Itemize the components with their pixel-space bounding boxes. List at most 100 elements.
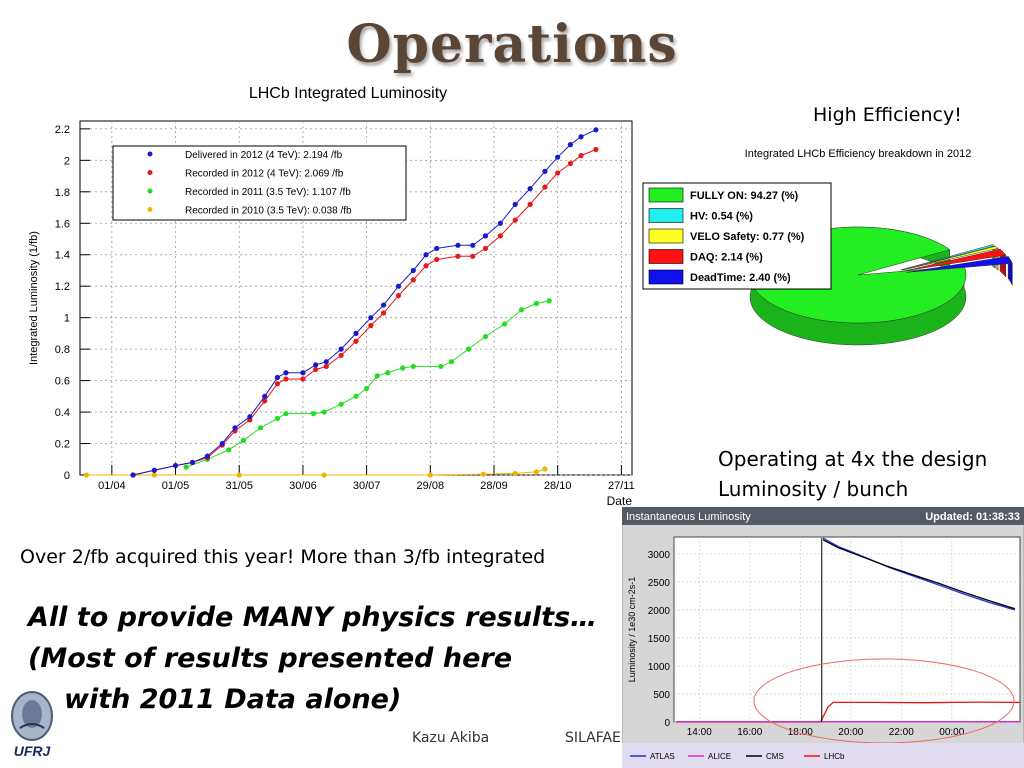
data-point bbox=[527, 201, 533, 207]
data-point bbox=[310, 411, 317, 417]
data-point bbox=[395, 293, 402, 299]
data-point bbox=[480, 471, 486, 477]
data-point bbox=[497, 220, 503, 226]
legend-marker bbox=[147, 207, 153, 212]
inst-plot-area bbox=[673, 536, 1021, 723]
pie-slice bbox=[906, 256, 1013, 273]
physics-results-note: All to provide MANY physics results… (Mo… bbox=[28, 597, 597, 720]
data-point bbox=[226, 447, 232, 453]
inst-legend-band bbox=[622, 743, 1024, 768]
inst-y-axis-label: Luminosity / 1e30 cm-2s-1 bbox=[627, 577, 637, 683]
data-point bbox=[274, 374, 281, 381]
data-point bbox=[236, 472, 242, 478]
data-point bbox=[321, 409, 327, 415]
data-point bbox=[527, 186, 533, 192]
footer-conference: SILAFAE bbox=[565, 730, 621, 746]
inst-series-atlas bbox=[822, 537, 1016, 611]
data-point bbox=[555, 154, 561, 160]
pie-slice bbox=[901, 246, 999, 271]
data-point bbox=[283, 411, 289, 417]
y-tick-label: 1.8 bbox=[55, 187, 70, 199]
pie-legend-swatch bbox=[648, 269, 684, 285]
y-tick-label: 1.6 bbox=[55, 218, 70, 230]
data-point bbox=[465, 346, 472, 352]
legend-box bbox=[112, 145, 407, 221]
data-point bbox=[512, 201, 518, 207]
panel-header bbox=[622, 507, 1024, 525]
legend-entry: Delivered in 2012 (4 TeV): 2.194 /fb bbox=[185, 150, 343, 161]
data-point bbox=[274, 381, 281, 387]
y-tick-label: 0.6 bbox=[55, 376, 70, 388]
high-efficiency-note: High Efficiency! bbox=[813, 104, 962, 126]
data-point bbox=[385, 370, 391, 376]
data-point bbox=[313, 366, 319, 373]
pie-slice bbox=[900, 244, 996, 271]
legend-marker bbox=[147, 170, 153, 175]
chart-title: LHCb Integrated Luminosity bbox=[249, 85, 447, 102]
inst-legend-label: ATLAS bbox=[650, 752, 675, 761]
data-point bbox=[470, 253, 476, 259]
data-point bbox=[381, 302, 387, 308]
data-point bbox=[151, 467, 157, 473]
pie-title: Integrated LHCb Efficiency breakdown in … bbox=[745, 148, 972, 160]
physics-line-1: All to provide MANY physics results… bbox=[28, 602, 598, 633]
slide-title: Operations bbox=[346, 14, 678, 75]
x-tick-label: 30/06 bbox=[289, 480, 317, 492]
data-point bbox=[448, 359, 455, 365]
legend-entry: Recorded in 2010 (3.5 TeV): 0.038 /fb bbox=[185, 206, 352, 217]
panel-updated: Updated: 01:38:33 bbox=[925, 511, 1020, 523]
inst-x-tick-label: 16:00 bbox=[737, 727, 762, 738]
pie-legend-label: FULLY ON: 94.27 (%) bbox=[690, 190, 799, 202]
operating-note: Operating at 4x the design Luminosity / … bbox=[718, 444, 1018, 504]
data-point bbox=[283, 370, 289, 376]
operating-line-1: Operating at 4x the design bbox=[718, 447, 988, 471]
legend-entry: Recorded in 2012 (4 TeV): 2.069 /fb bbox=[185, 169, 344, 180]
data-point bbox=[262, 398, 268, 404]
data-point bbox=[204, 453, 210, 459]
data-point bbox=[232, 425, 238, 431]
data-point bbox=[368, 322, 374, 329]
instantaneous-luminosity-chart: Instantaneous Luminosity Updated: 01:38:3… bbox=[622, 507, 1024, 768]
data-point bbox=[321, 472, 327, 478]
inst-x-tick-label: 22:00 bbox=[889, 727, 914, 738]
data-point bbox=[438, 363, 444, 370]
data-point bbox=[400, 365, 406, 371]
physics-line-3: with 2011 Data alone) bbox=[64, 684, 402, 715]
data-point bbox=[172, 462, 179, 469]
x-tick-label: 01/04 bbox=[98, 480, 126, 492]
physics-line-2: (Most of results presented here bbox=[28, 643, 513, 674]
ufrj-logo: UFRJ bbox=[11, 691, 53, 759]
data-point bbox=[593, 146, 599, 153]
data-point bbox=[427, 472, 433, 478]
x-tick-label: 01/05 bbox=[162, 480, 190, 492]
inst-legend-label: ALICE bbox=[708, 752, 731, 761]
x-tick-label: 28/09 bbox=[480, 480, 508, 492]
pie-slice bbox=[903, 248, 1007, 272]
x-axis-label: Date bbox=[607, 494, 633, 508]
x-tick-label: 30/07 bbox=[353, 480, 381, 492]
data-point bbox=[219, 440, 225, 447]
inst-x-tick-label: 18:00 bbox=[788, 727, 813, 738]
data-point bbox=[189, 459, 196, 466]
data-point bbox=[555, 170, 561, 176]
x-tick-label: 29/08 bbox=[417, 480, 445, 492]
data-point bbox=[546, 298, 552, 304]
inst-x-tick-label: 14:00 bbox=[687, 727, 712, 738]
data-point bbox=[434, 256, 440, 263]
data-point bbox=[567, 160, 574, 167]
data-point bbox=[497, 233, 503, 239]
y-tick-label: 1.4 bbox=[55, 250, 70, 262]
data-point bbox=[151, 472, 157, 478]
data-point bbox=[338, 346, 344, 352]
data-point bbox=[482, 233, 489, 239]
pie-legend: FULLY ON: 94.27 (%) HV: 0.54 (%) VELO Safe… bbox=[642, 182, 832, 290]
pie-legend-swatch bbox=[648, 208, 684, 223]
data-point bbox=[353, 338, 359, 344]
inst-y-tick-label: 1000 bbox=[648, 662, 671, 673]
y-tick-label: 1 bbox=[64, 313, 70, 325]
efficiency-pie-chart: Integrated LHCb Efficiency breakdown in … bbox=[642, 148, 1013, 346]
data-point bbox=[323, 359, 329, 365]
data-point bbox=[130, 472, 136, 478]
legend-entry: Recorded in 2011 (3.5 TeV): 1.107 /fb bbox=[185, 187, 351, 198]
data-point bbox=[381, 310, 387, 316]
